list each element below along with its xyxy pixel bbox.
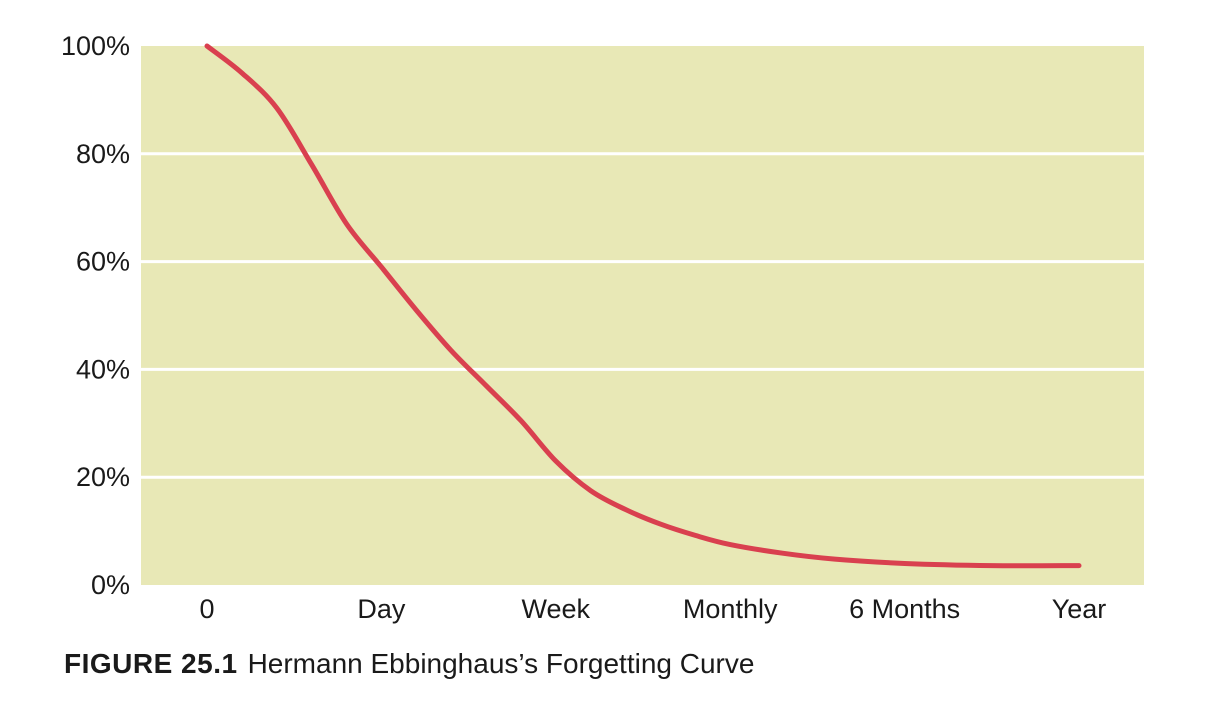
y-axis-ticks: 0% 20% 40% 60% 80% 100%: [61, 31, 130, 600]
y-tick-label: 60%: [76, 247, 130, 277]
y-tick-label: 80%: [76, 139, 130, 169]
x-tick-label: 0: [199, 594, 214, 624]
x-tick-label: 6 Months: [849, 594, 960, 624]
figure-caption: FIGURE 25.1 Hermann Ebbinghaus’s Forgetti…: [64, 648, 754, 680]
figure-label: FIGURE 25.1: [64, 648, 238, 679]
x-tick-label: Monthly: [683, 594, 778, 624]
x-tick-label: Week: [522, 594, 591, 624]
x-tick-label: Day: [357, 594, 406, 624]
x-tick-label: Year: [1052, 594, 1107, 624]
y-tick-label: 0%: [91, 570, 130, 600]
figure-title: Hermann Ebbinghaus’s Forgetting Curve: [247, 648, 755, 679]
forgetting-curve-chart: 0% 20% 40% 60% 80% 100% 0 Day Week Monthly 6 Mont…: [61, 31, 1144, 624]
y-tick-label: 100%: [61, 31, 130, 61]
forgetting-curve-line: [204, 43, 1082, 569]
y-tick-label: 40%: [76, 354, 130, 384]
plot-area: [141, 46, 1144, 585]
y-tick-label: 20%: [76, 462, 130, 492]
x-axis-ticks: 0 Day Week Monthly 6 Months Year: [199, 594, 1106, 624]
